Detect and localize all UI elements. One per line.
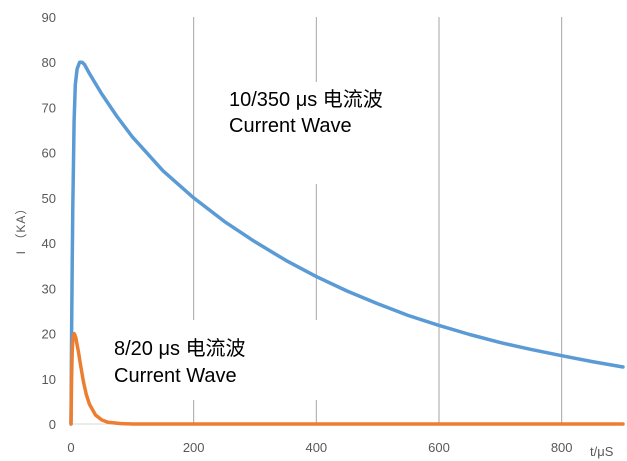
x-tick-label: 800 (551, 440, 573, 455)
y-tick-label: 0 (49, 417, 56, 432)
x-tick-label: 200 (183, 440, 205, 455)
series-line-0 (69, 60, 625, 426)
x-tick-label: 400 (305, 440, 327, 455)
x-tick-labels: 0 200 400 600 800 (67, 440, 572, 455)
annotation-8-20-line2: Current Wave (114, 365, 237, 387)
series-group (69, 60, 625, 426)
y-tick-label: 40 (42, 236, 56, 251)
y-tick-label: 10 (42, 372, 56, 387)
y-tick-labels: 0 10 20 30 40 50 60 70 80 90 (42, 10, 56, 432)
y-tick-label: 60 (42, 146, 56, 161)
annotation-10-350-line1: 10/350 μs 电流波 (229, 88, 383, 111)
annotation-8-20-line1: 8/20 μs 电流波 (114, 337, 246, 360)
y-tick-label: 20 (42, 327, 56, 342)
annotation-10-350-line2: Current Wave (229, 115, 352, 137)
y-axis-label: I （KA） (14, 202, 28, 255)
series-line-1 (69, 331, 625, 426)
y-tick-label: 30 (42, 281, 56, 296)
x-axis-label: t/μS (590, 444, 614, 459)
y-tick-label: 90 (42, 10, 56, 25)
x-tick-label: 0 (67, 440, 74, 455)
annotation-bg-large (222, 82, 432, 184)
annotation-bg-small (110, 320, 322, 400)
y-tick-label: 50 (42, 191, 56, 206)
x-tick-label: 600 (428, 440, 450, 455)
y-tick-label: 80 (42, 55, 56, 70)
y-tick-label: 70 (42, 100, 56, 115)
